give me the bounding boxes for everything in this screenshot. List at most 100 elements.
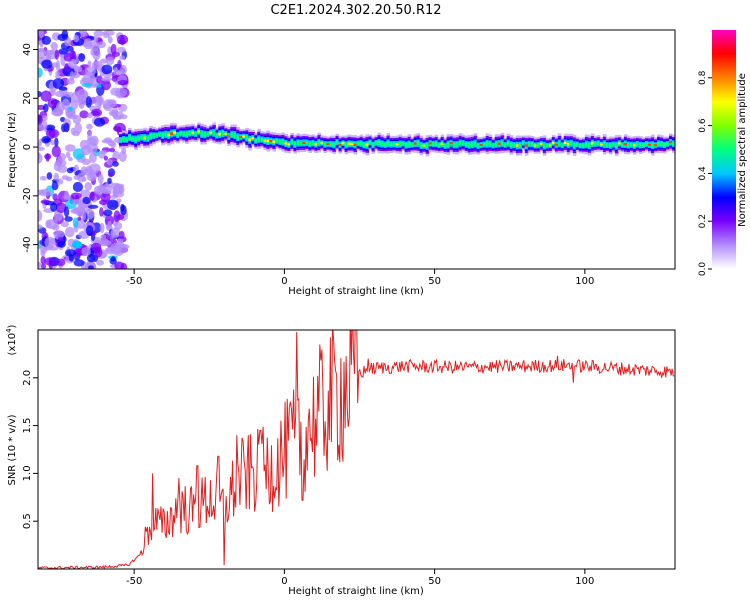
spectrogram-band-strip bbox=[587, 143, 592, 148]
spectrogram-noise-blob bbox=[72, 217, 79, 228]
colorbar-tick-label: 0.8 bbox=[698, 70, 708, 85]
spectrogram-band-strip bbox=[245, 135, 249, 140]
spectrogram-band-strip bbox=[518, 143, 523, 148]
spectrogram-band-strip bbox=[584, 142, 589, 147]
snr-y-axis: 0.5 1.0 1.5 2.0 bbox=[22, 370, 38, 529]
spectrogram-x-tick-label: 0 bbox=[281, 276, 287, 287]
spectrogram-noise-blob bbox=[60, 221, 69, 228]
snr-y-label: SNR (10 * v/v) bbox=[7, 414, 18, 485]
spectrogram-y-tick-label: 40 bbox=[22, 43, 33, 56]
spectrogram-peak bbox=[263, 139, 270, 142]
spectrogram-noise-blob bbox=[50, 202, 58, 212]
spectrogram-peak bbox=[497, 142, 504, 145]
spectrogram-peak bbox=[515, 144, 522, 147]
spectrogram-noise-blob bbox=[100, 58, 108, 64]
spectrogram-noise-blob bbox=[76, 88, 88, 101]
spectrogram-noise-blob bbox=[85, 225, 94, 236]
spectrogram-noise-blob bbox=[110, 141, 117, 149]
spectrogram-band-strip bbox=[452, 142, 457, 147]
spectrogram-band-strip bbox=[149, 133, 153, 139]
spectrogram-noise-blob bbox=[88, 265, 94, 269]
spectrogram-peak bbox=[302, 141, 309, 144]
spectrogram-noise-blob bbox=[117, 39, 126, 45]
spectrogram-noise-blob bbox=[63, 122, 70, 133]
spectrogram-noise-blob bbox=[99, 222, 105, 234]
spectrogram-noise-blob bbox=[64, 216, 73, 222]
snr-frame bbox=[37, 329, 676, 570]
spectrogram-noise-blob bbox=[44, 257, 56, 266]
spectrogram-band-strip bbox=[125, 137, 129, 142]
spectrogram-noise-blob bbox=[104, 214, 114, 226]
spectrogram-band-strip bbox=[179, 131, 183, 136]
spectrogram-noise-blob bbox=[106, 159, 113, 166]
spectrogram-noise-blob bbox=[56, 178, 64, 185]
spectrogram-noise-blob bbox=[110, 256, 116, 262]
spectrogram-noise-blob bbox=[81, 82, 92, 88]
spectrogram-noise-blob bbox=[72, 181, 83, 193]
spectrogram-band-strip bbox=[278, 139, 282, 144]
spectrogram-band-strip bbox=[257, 136, 261, 142]
spectrogram-noise-blob bbox=[100, 184, 112, 195]
spectrogram-band-strip bbox=[293, 142, 297, 147]
spectrogram-noise-blob bbox=[51, 180, 59, 191]
spectrogram-noise-blob bbox=[78, 53, 86, 62]
spectrogram-band-strip bbox=[425, 143, 430, 149]
spectrogram-noise-blob bbox=[107, 177, 112, 184]
spectrogram-band-strip bbox=[371, 143, 376, 147]
spectrogram-band-strip bbox=[512, 143, 517, 147]
spectrogram-peak bbox=[648, 143, 654, 146]
spectrogram-band-strip bbox=[329, 142, 334, 146]
spectrogram-band-strip bbox=[203, 132, 207, 137]
spectrogram-frame bbox=[37, 29, 676, 270]
snr-y-multiplier: (x104) bbox=[5, 324, 18, 355]
spectrogram-x-tick-label: 50 bbox=[428, 276, 441, 287]
spectrogram-noise-blob bbox=[38, 146, 45, 152]
spectrogram-band-strip bbox=[317, 140, 321, 145]
spectrogram-peak bbox=[539, 142, 546, 145]
spectrogram-peak bbox=[632, 144, 639, 147]
spectrogram-band-strip bbox=[482, 142, 487, 147]
spectrogram-peak bbox=[347, 142, 354, 145]
spectrogram-band-strip bbox=[575, 142, 580, 146]
spectrogram-peak bbox=[428, 142, 435, 145]
spectrogram-band-strip bbox=[401, 141, 406, 146]
spectrogram-peak bbox=[479, 144, 486, 146]
spectrogram-band-strip bbox=[434, 141, 439, 146]
spectrogram-peak bbox=[266, 139, 273, 143]
spectrogram-noise-blob bbox=[112, 161, 119, 167]
spectrogram-noise-blob bbox=[73, 259, 85, 267]
spectrogram-band-strip bbox=[663, 143, 667, 147]
spectrogram-band-strip bbox=[629, 143, 634, 147]
spectrogram-noise-blob bbox=[43, 137, 52, 143]
spectrogram-noise-blob bbox=[118, 151, 127, 163]
spectrogram-band-strip bbox=[140, 135, 144, 140]
spectrogram-band-strip bbox=[221, 131, 225, 136]
spectrogram-noise-blob bbox=[38, 47, 45, 53]
spectrogram-band-strip bbox=[641, 143, 646, 147]
spectrogram-noise-blob bbox=[53, 172, 59, 181]
spectrogram-band-strip bbox=[491, 143, 496, 148]
spectrogram-band-strip bbox=[362, 143, 367, 147]
spectrogram-band-strip bbox=[503, 143, 508, 147]
spectrogram-noise-blob bbox=[51, 109, 64, 117]
colorbar-tick-label: 0.6 bbox=[698, 118, 708, 133]
spectrogram-noise-blob bbox=[119, 55, 126, 60]
spectrogram-noise-blob bbox=[64, 144, 76, 152]
spectrogram-noise-blob bbox=[38, 153, 43, 164]
spectrogram-band-strip bbox=[431, 142, 436, 146]
spectrogram-band-strip bbox=[596, 141, 601, 146]
spectrogram-noise-blob bbox=[107, 220, 112, 231]
spectrogram-noise-blob bbox=[105, 56, 115, 66]
spectrogram-band-strip bbox=[470, 142, 475, 147]
spectrogram-noise-blob bbox=[40, 249, 46, 257]
spectrogram-peak bbox=[365, 143, 372, 147]
spectrogram-noise-blob bbox=[65, 151, 71, 158]
spectrogram-band-strip bbox=[323, 142, 327, 147]
spectrogram-band-strip bbox=[500, 140, 505, 146]
spectrogram-band-strip bbox=[260, 137, 264, 142]
colorbar-tick-label: 0.4 bbox=[698, 166, 708, 181]
spectrogram-noise-blob bbox=[102, 209, 113, 217]
spectrogram-x-tick-label: 100 bbox=[575, 276, 594, 287]
spectrogram-noise-blob bbox=[99, 207, 104, 217]
spectrogram-peak bbox=[599, 143, 606, 146]
